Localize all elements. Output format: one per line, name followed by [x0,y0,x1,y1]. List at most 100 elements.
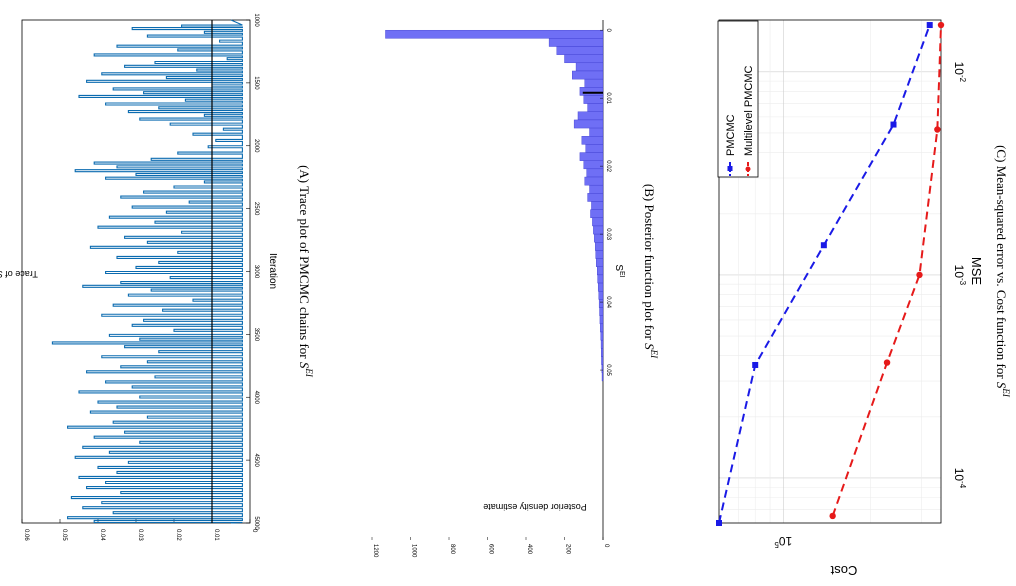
posterior-bar [548,38,604,47]
series-point [752,361,759,368]
posterior-bar [586,168,604,178]
posterior-bar [572,70,604,80]
trace-y-tick-label: 0 [251,529,257,533]
posterior-bar [585,144,604,153]
trace-y-tick-label: 0.06 [23,529,29,541]
mse-cost-frame [718,19,942,524]
trace-x-tick-label: 1500 [253,76,259,90]
posterior-bar [575,62,604,72]
mse-cost-panel: 10-4 10-3 10-2 105 PMCMC Multilevel PMCMC M… [716,19,1011,578]
posterior-bar [595,242,604,251]
posterior-y-tick-label: 400 [526,544,532,555]
posterior-x-tick-label: 0.02 [605,160,611,172]
posterior-y-tick-label: 1000 [411,544,417,558]
trace-y-tick-label: 0.01 [213,529,219,541]
posterior-y-tick-label: 800 [449,544,455,555]
posterior-bar [599,307,604,316]
trace-x-tick-label: 4500 [253,453,259,467]
posterior-x-axis-ticks: 0 0.01 0.02 0.03 0.04 0.05 [600,29,611,377]
posterior-bar [601,356,604,365]
posterior-bar [590,209,604,219]
series-point [890,121,897,128]
posterior-bar [589,127,604,137]
posterior-bar [598,299,604,308]
posterior-bar [587,193,604,202]
mse-x-axis-ticks: 10-4 10-3 10-2 [952,62,967,489]
posterior-bar [597,274,604,284]
posterior-bar [600,339,604,349]
posterior-bar [583,95,604,104]
posterior-bar [577,111,604,121]
posterior-bar [597,282,604,292]
posterior-bar [591,201,604,210]
posterior-bar [385,29,604,39]
posterior-bar [584,78,604,88]
trace-series [51,19,243,524]
posterior-bar [596,258,604,267]
posterior-bar [594,233,604,243]
mse-cost-x-axis-label: MSE [969,257,984,286]
trace-plot-panel: 0 0.01 0.02 0.03 0.04 0.05 0.06 1000 1500 2000 25… [0,13,314,541]
trace-x-tick-label: 1000 [253,13,259,27]
series-point [820,242,827,249]
posterior-bar [589,184,604,194]
posterior-bar [601,364,604,373]
posterior-bar [595,250,604,259]
posterior-y-tick-label: 600 [488,544,494,555]
posterior-x-tick-label: 0.03 [605,228,611,240]
posterior-x-tick-label: 0 [605,29,611,33]
trace-x-tick-label: 3000 [253,265,259,279]
series-point [916,271,923,279]
posterior-y-tick-label: 1200 [372,544,378,558]
posterior-bar [601,348,604,357]
legend-box [717,20,759,178]
trace-y-tick-label: 0.05 [61,529,67,541]
posterior-bar [579,87,604,96]
series-point [716,520,722,526]
posterior-y-axis-ticks: 0 200 400 600 800 1000 1200 [371,537,609,558]
posterior-bar [598,291,604,300]
posterior-x-tick-label: 0.05 [605,364,611,376]
mse-cost-legend: PMCMC Multilevel PMCMC [717,20,759,178]
series-line [831,25,942,517]
posterior-bar [556,46,604,55]
legend-marker [745,166,751,172]
posterior-bar [599,315,604,325]
series-point [926,22,933,29]
trace-x-tick-label: 4000 [253,391,259,405]
posterior-bar [584,176,604,186]
posterior-bar [573,119,604,129]
posterior-x-tick-label: 0.04 [605,296,611,308]
trace-y-axis-label: Trace of SEI [0,266,38,279]
posterior-bar [564,54,604,64]
posterior-bar [587,103,604,112]
trace-line [51,19,243,524]
trace-x-tick-label: 3500 [253,328,259,342]
posterior-bar [592,217,604,227]
mse-cost-y-axis-label: Cost [830,563,857,578]
series-point [937,21,945,29]
mse-tick-label: 10-2 [952,62,967,83]
legend-label: PMCMC [725,114,737,156]
posterior-y-tick-label: 0 [603,544,609,548]
posterior-bar [583,160,604,170]
posterior-bar [593,225,604,235]
trace-x-tick-label: 5000 [253,516,259,530]
mse-tick-label: 10-3 [952,265,967,286]
trace-x-axis-ticks: 1000 1500 2000 2500 3000 3500 4000 4500 5000 [246,13,259,530]
series-point [934,126,941,133]
posterior-bars [385,29,604,382]
trace-x-axis-label: Iteration [267,253,278,289]
trace-y-tick-label: 0.04 [99,529,105,541]
posterior-x-axis-label: SEI [613,264,625,277]
posterior-bar [600,331,604,341]
cost-tick-label: 105 [774,534,792,549]
trace-x-tick-label: 2000 [253,139,259,153]
caption-a: (A) Trace plot of PMCMC chains for SEI [297,165,314,378]
posterior-y-tick-label: 200 [565,544,571,555]
legend-label: Multilevel PMCMC [743,65,755,156]
caption-b: (B) Posterior function plot for SEI [642,184,659,359]
legend-marker [727,166,733,171]
